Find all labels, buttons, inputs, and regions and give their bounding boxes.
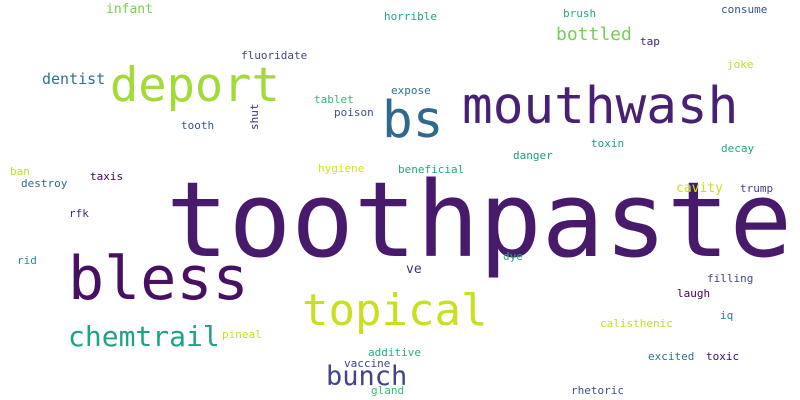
- word-trump: trump: [740, 182, 774, 195]
- word-poison: poison: [334, 106, 374, 119]
- word-rfk: rfk: [69, 207, 89, 220]
- word-ban: ban: [10, 165, 30, 178]
- word-shut: shut: [248, 103, 261, 131]
- word-infant: infant: [106, 2, 153, 17]
- word-filling: filling: [707, 272, 754, 285]
- word-toxin: toxin: [591, 137, 625, 150]
- word-laugh: laugh: [677, 287, 711, 300]
- word-hygiene: hygiene: [318, 162, 365, 175]
- word-gland: gland: [371, 384, 405, 397]
- word-vaccine: vaccine: [344, 357, 391, 370]
- word-bunch: bunch: [326, 361, 408, 392]
- word-rid: rid: [17, 254, 37, 267]
- word-beneficial: beneficial: [398, 163, 465, 176]
- word-bottled: bottled: [556, 24, 632, 45]
- word-dye: dye: [503, 250, 523, 263]
- word-toothpaste: toothpaste: [166, 159, 793, 281]
- word-mouthwash: mouthwash: [462, 77, 739, 136]
- word-taxis: taxis: [90, 170, 124, 183]
- word-cavity: cavity: [676, 181, 723, 196]
- word-ve: ve: [406, 262, 422, 277]
- word-excited: excited: [648, 350, 695, 363]
- word-topical: topical: [302, 285, 488, 336]
- word-joke: joke: [727, 58, 754, 71]
- word-tooth: tooth: [181, 119, 215, 132]
- word-additive: additive: [368, 346, 421, 359]
- word-destroy: destroy: [21, 177, 68, 190]
- word-danger: danger: [513, 149, 553, 162]
- word-bs: bs: [382, 91, 444, 150]
- word-chemtrail: chemtrail: [68, 320, 220, 353]
- word-calisthenic: calisthenic: [600, 317, 673, 330]
- word-toxic: toxic: [706, 350, 740, 363]
- word-fluoridate: fluoridate: [241, 49, 308, 62]
- word-horrible: horrible: [384, 10, 437, 23]
- word-bless: bless: [68, 244, 249, 314]
- word-deport: deport: [110, 58, 280, 113]
- word-tablet: tablet: [314, 93, 354, 106]
- word-brush: brush: [563, 7, 597, 20]
- word-consume: consume: [721, 3, 768, 16]
- word-pineal: pineal: [222, 328, 262, 341]
- word-tap: tap: [640, 35, 660, 48]
- word-expose: expose: [391, 84, 431, 97]
- word-iq: iq: [720, 309, 734, 322]
- word-rhetoric: rhetoric: [571, 384, 624, 397]
- word-dentist: dentist: [42, 70, 106, 88]
- word-decay: decay: [721, 142, 755, 155]
